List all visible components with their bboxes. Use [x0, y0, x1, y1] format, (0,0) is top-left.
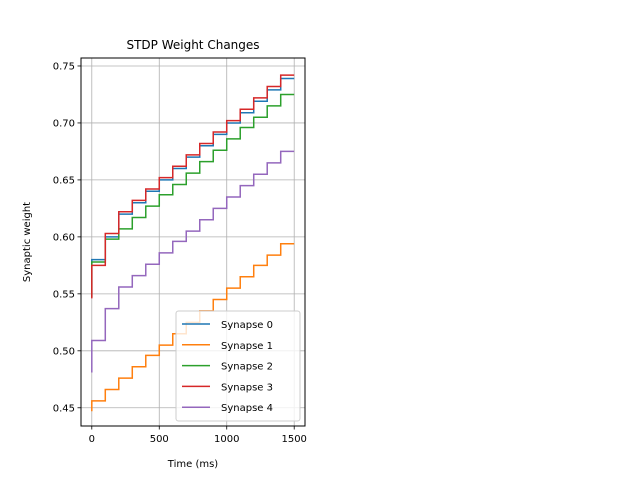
y-tick-label: 0.70: [53, 118, 75, 129]
x-tick-label: 1500: [281, 434, 306, 445]
legend-label: Synapse 3: [221, 382, 273, 393]
legend-label: Synapse 2: [221, 362, 273, 373]
legend-label: Synapse 4: [221, 403, 273, 414]
series-line-synapse-4: [91, 150, 295, 373]
legend: Synapse 0 Synapse 1 Synapse 2 Synapse 3 Syna…: [175, 310, 301, 422]
legend-box: [175, 310, 301, 422]
x-tick-label: 0: [89, 434, 95, 445]
y-axis-ticks: 0.45 0.50 0.55 0.60 0.65 0.70 0.75: [53, 61, 81, 414]
y-tick-label: 0.50: [53, 346, 75, 357]
series-lines: [91, 74, 295, 412]
y-tick-label: 0.65: [53, 175, 75, 186]
legend-label: Synapse 1: [221, 341, 273, 352]
series-line-synapse-3: [91, 74, 295, 299]
y-axis-label: Synaptic weight: [22, 202, 33, 282]
x-axis-ticks: 0 500 1000 1500: [89, 426, 307, 445]
y-tick-label: 0.75: [53, 61, 75, 72]
chart-title: STDP Weight Changes: [126, 38, 259, 52]
x-tick-label: 500: [150, 434, 169, 445]
plot-frame: [80, 57, 306, 427]
x-axis-label: Time (ms): [167, 459, 219, 470]
legend-label: Synapse 0: [221, 320, 273, 331]
y-tick-label: 0.60: [53, 232, 75, 243]
y-tick-label: 0.45: [53, 403, 75, 414]
x-tick-label: 1000: [214, 434, 239, 445]
y-tick-label: 0.55: [53, 289, 75, 300]
